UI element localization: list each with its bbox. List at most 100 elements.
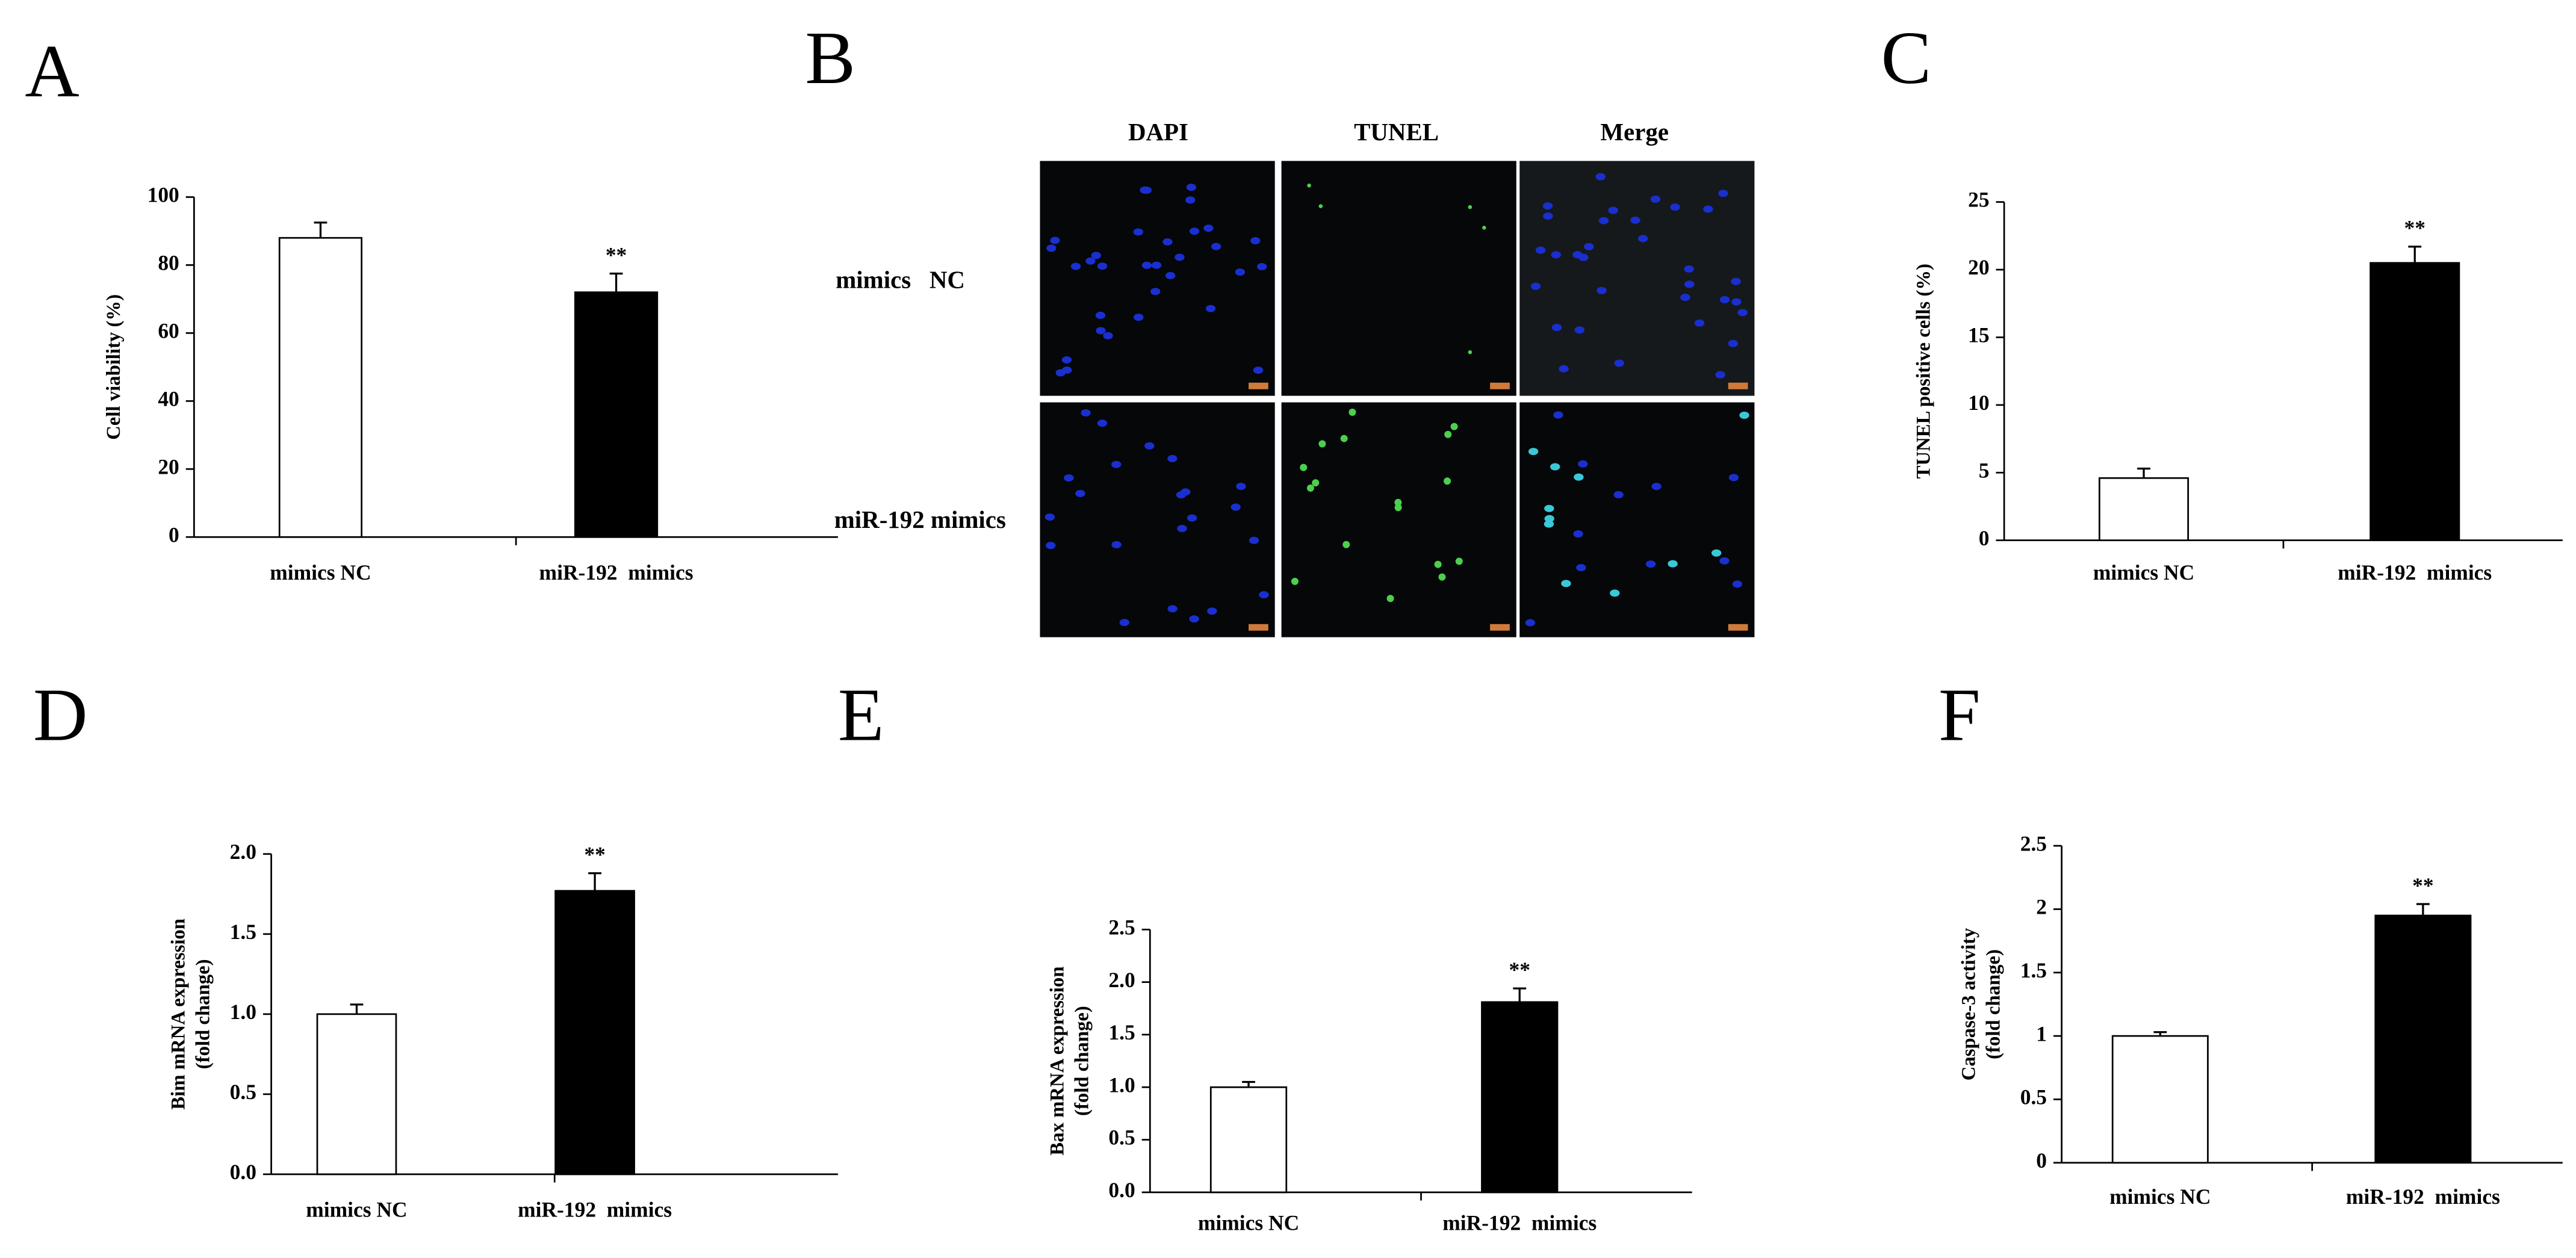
nucleus xyxy=(1597,287,1607,294)
nucleus xyxy=(1096,327,1106,335)
x-tick-label: miR-192 mimics xyxy=(539,560,694,584)
y-tick-label: 5 xyxy=(1979,458,1990,482)
nucleus xyxy=(1703,205,1713,213)
y-tick-label: 1 xyxy=(2036,1021,2047,1046)
nucleus xyxy=(1175,253,1185,261)
tunel-dot xyxy=(1291,577,1299,585)
nucleus xyxy=(1728,474,1739,482)
nucleus xyxy=(1075,489,1085,497)
tunel-dot xyxy=(1444,477,1451,485)
nucleus xyxy=(1530,282,1541,290)
nucleus xyxy=(1680,294,1690,302)
y-tick-label: 20 xyxy=(1968,255,1989,279)
y-tick-label: 0.5 xyxy=(2020,1085,2047,1109)
panel-letter: A xyxy=(25,29,79,113)
nucleus xyxy=(1684,265,1694,273)
nucleus xyxy=(1551,251,1562,259)
nucleus xyxy=(1231,503,1241,511)
nucleus xyxy=(1046,244,1057,252)
nucleus xyxy=(1553,411,1563,419)
nucleus xyxy=(1187,514,1197,522)
tunel-dot xyxy=(1444,430,1452,438)
nucleus xyxy=(1650,195,1661,203)
nucleus xyxy=(1739,411,1749,419)
nucleus xyxy=(1731,277,1741,285)
y-tick-label: 1.0 xyxy=(1108,1073,1135,1097)
nucleus xyxy=(1550,463,1560,471)
tunel-dot xyxy=(1306,484,1314,492)
nucleus xyxy=(1141,261,1152,269)
bar xyxy=(2111,1035,2209,1164)
nucleus xyxy=(1167,605,1178,613)
y-tick-label: 2.5 xyxy=(2020,831,2047,855)
nucleus xyxy=(1256,263,1267,271)
y-tick-label: 0 xyxy=(169,522,179,547)
y-axis-label: Bim mRNA expression xyxy=(168,919,190,1110)
x-tick-label: mimics NC xyxy=(1198,1211,1299,1235)
nucleus xyxy=(1150,288,1161,296)
y-tick-label: 60 xyxy=(158,318,179,342)
nucleus xyxy=(1544,520,1554,528)
y-tick-label: 0.5 xyxy=(1108,1126,1135,1150)
y-tick-label: 80 xyxy=(158,251,179,275)
nucleus xyxy=(1111,460,1122,468)
micrograph xyxy=(1281,161,1516,396)
nucleus xyxy=(1719,557,1730,565)
bar xyxy=(554,890,635,1176)
nucleus xyxy=(1610,589,1620,597)
tunel-dot xyxy=(1307,183,1311,188)
panel-letter: B xyxy=(805,16,855,100)
bar xyxy=(1209,1086,1288,1194)
y-tick-label: 0 xyxy=(1979,526,1990,550)
nucleus xyxy=(1525,619,1536,627)
nucleus xyxy=(1091,252,1101,259)
bar xyxy=(574,291,659,538)
bar xyxy=(1481,1001,1559,1194)
micrograph xyxy=(1040,402,1275,637)
micrograph xyxy=(1519,161,1755,396)
y-axis-label: (fold change) xyxy=(1071,1006,1093,1116)
nucleus xyxy=(1573,530,1583,538)
row-label: mimics NC xyxy=(836,267,965,294)
tunel-dot xyxy=(1450,423,1458,430)
nucleus xyxy=(1050,237,1060,244)
x-tick-label: mimics NC xyxy=(306,1198,407,1222)
nucleus xyxy=(1613,491,1624,498)
y-tick-label: 100 xyxy=(147,183,179,207)
tunel-dot xyxy=(1455,557,1463,565)
y-tick-label: 20 xyxy=(158,454,179,479)
nucleus xyxy=(1574,473,1584,481)
significance-label: ** xyxy=(2412,873,2433,897)
nucleus xyxy=(1728,339,1738,347)
tunel-dot xyxy=(1342,541,1350,548)
nucleus xyxy=(1211,243,1221,250)
bar xyxy=(2098,477,2190,542)
nucleus xyxy=(1140,186,1150,194)
nucleus xyxy=(1181,488,1191,496)
y-tick-label: 1.5 xyxy=(2020,958,2047,982)
nucleus xyxy=(1203,225,1214,232)
nucleus xyxy=(1162,238,1173,246)
nucleus xyxy=(1694,319,1705,327)
y-tick-label: 2.0 xyxy=(1108,968,1135,992)
nucleus xyxy=(1561,580,1571,587)
nucleus xyxy=(1544,515,1554,522)
nucleus xyxy=(1081,409,1091,417)
bar xyxy=(2370,262,2460,542)
nucleus xyxy=(1185,196,1196,204)
nucleus xyxy=(1551,324,1562,332)
nucleus xyxy=(1236,482,1246,490)
tunel-dot xyxy=(1318,440,1326,448)
nucleus xyxy=(1638,235,1648,243)
y-tick-label: 0 xyxy=(2036,1148,2047,1173)
nucleus xyxy=(1189,228,1200,235)
column-header: DAPI xyxy=(1128,119,1188,146)
nucleus xyxy=(1064,474,1074,482)
nucleus xyxy=(1668,560,1678,568)
tunel-dot xyxy=(1312,479,1320,487)
y-tick-label: 0.5 xyxy=(230,1080,256,1104)
tunel-dot xyxy=(1349,408,1356,416)
tunel-dot xyxy=(1386,595,1394,603)
nucleus xyxy=(1598,217,1609,225)
